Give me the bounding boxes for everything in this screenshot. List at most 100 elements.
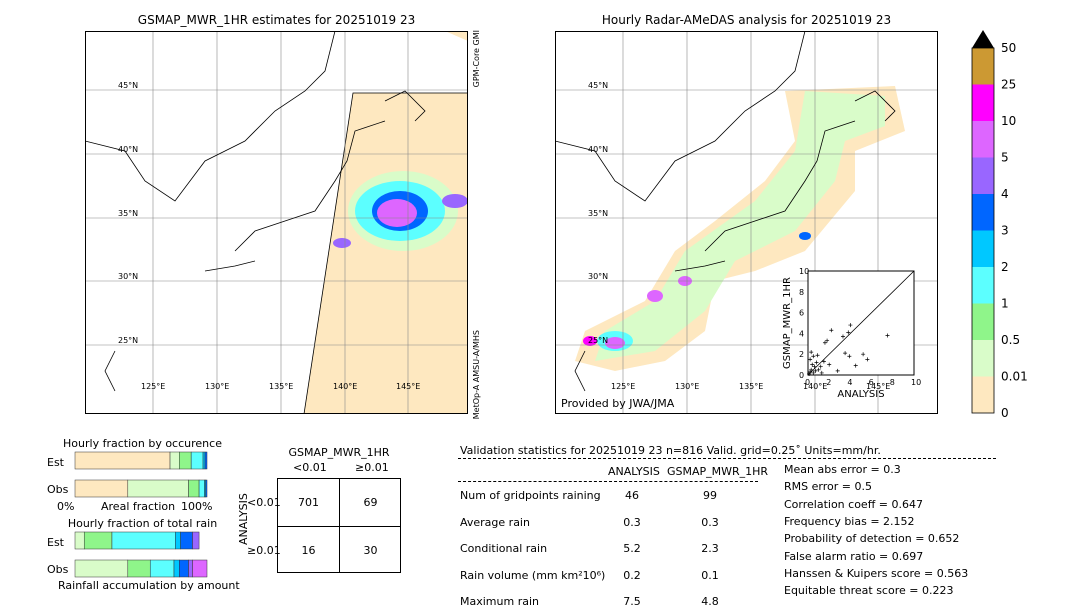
contingency-title: GSMAP_MWR_1HR xyxy=(288,446,390,459)
scatter-point xyxy=(811,354,816,359)
scatter-point xyxy=(815,353,820,358)
colorbar-segment xyxy=(972,267,994,304)
colorbar-segment xyxy=(972,121,994,158)
scatter-point xyxy=(822,340,827,345)
col-header-ge: ≥0.01 xyxy=(355,461,389,474)
occ-xlabel: Areal fraction xyxy=(101,500,176,513)
lon-label: 145°E xyxy=(396,382,420,391)
stat-label: Num of gridpoints raining xyxy=(460,489,601,502)
scatter-point xyxy=(829,328,834,333)
cell-hit-none: 701 xyxy=(298,496,319,509)
rain-est-label: Est xyxy=(47,536,64,549)
rain-obs-segment xyxy=(179,559,189,578)
scatter-inset: 00 2 2 4 4 6 6 8 8 10 10 ANALYSIS GSMAP_MWR_1HR xyxy=(782,267,921,400)
x-tick: 8 xyxy=(890,378,895,387)
stat-a: 7.5 xyxy=(623,595,641,608)
occ-obs-segment xyxy=(188,479,200,498)
y-tick: 8 xyxy=(799,288,804,297)
rain-est-segment xyxy=(111,531,176,550)
score: Equitable threat score = 0.223 xyxy=(784,584,954,598)
occurrence-title: Hourly fraction by occurence xyxy=(63,437,222,450)
colorbar-tick: 3 xyxy=(1001,224,1009,238)
sensor-bottom-label: MetOp-A AMSU-A/MHS xyxy=(472,330,481,420)
colorbar-segment xyxy=(972,48,994,85)
scatter-point xyxy=(811,370,816,375)
cell-false-alarm: 69 xyxy=(363,496,378,509)
scatter-point xyxy=(807,371,812,376)
stat-label: Maximum rain xyxy=(460,595,539,608)
stat-g: 2.3 xyxy=(701,542,719,555)
scatter-point xyxy=(847,354,852,359)
lat-label: 45°N xyxy=(118,81,138,90)
y-tick: 0 xyxy=(799,371,804,380)
right-rain-cells xyxy=(583,232,811,351)
scatter-point xyxy=(813,368,818,373)
rain-xlabel: Rainfall accumulation by amount xyxy=(58,579,240,592)
colorbar-tick: 0.5 xyxy=(1001,333,1020,347)
colorbar-tick: 50 xyxy=(1001,41,1016,55)
score: Probability of detection = 0.652 xyxy=(784,532,960,546)
stat-g: 4.8 xyxy=(701,595,719,608)
score: Hanssen & Kuipers score = 0.563 xyxy=(784,566,969,580)
colorbar-segment xyxy=(972,340,994,377)
right-map-title: Hourly Radar-AMeDAS analysis for 2025101… xyxy=(601,13,892,27)
occ-obs-segment xyxy=(198,479,205,498)
rain-obs-segment xyxy=(173,559,180,578)
rain-obs-segment xyxy=(192,559,208,578)
colorbar-frame xyxy=(971,47,995,414)
cell-hit: 30 xyxy=(363,544,378,557)
credit-text: Provided by JWA/JMA xyxy=(561,397,675,410)
colorbar-tick: 10 xyxy=(1001,114,1016,128)
rain-est-segment xyxy=(192,531,200,550)
scatter-point xyxy=(846,330,851,335)
occ-est-segment xyxy=(74,451,171,470)
occ-est-label: Est xyxy=(47,456,64,469)
x-tick: 2 xyxy=(826,378,831,387)
y-tick: 10 xyxy=(799,267,809,276)
col-analysis: ANALYSIS xyxy=(608,465,660,478)
coastline xyxy=(85,31,426,392)
sensor-top-label: GPM-Core GMI xyxy=(472,30,481,88)
lon-label: 135°E xyxy=(269,382,293,391)
scatter-point xyxy=(848,323,853,328)
rain-obs-segment xyxy=(74,559,129,578)
col-gsmap: GSMAP_MWR_1HR xyxy=(667,465,769,478)
scatter-point xyxy=(835,368,840,373)
scatter-point xyxy=(814,360,819,365)
colorbar-tick: 5 xyxy=(1001,151,1009,165)
scatter-point xyxy=(853,363,858,368)
scatter-point xyxy=(840,334,845,339)
scatter-point xyxy=(825,338,830,343)
colorbar-segment xyxy=(972,303,994,340)
diagonal-line xyxy=(807,270,915,376)
score: Frequency bias = 2.152 xyxy=(784,514,915,528)
lon-label: 125°E xyxy=(611,382,635,391)
row-header-ge: ≥0.01 xyxy=(247,544,281,557)
occ-est-segment xyxy=(179,451,192,470)
lat-label: 25°N xyxy=(118,336,138,345)
scatter-point xyxy=(808,357,813,362)
lon-label: 140°E xyxy=(333,382,357,391)
lon-label: 130°E xyxy=(205,382,229,391)
fraction-bars xyxy=(74,451,208,578)
colorbar-segment xyxy=(972,376,994,413)
stat-g: 0.3 xyxy=(701,515,719,529)
rain-est-segment xyxy=(180,531,193,550)
colorbar-segment xyxy=(972,194,994,231)
y-tick: 2 xyxy=(799,350,804,359)
lat-label: 45°N xyxy=(588,81,608,90)
occ-est-segment xyxy=(190,451,204,470)
rain-obs-segment xyxy=(149,559,175,578)
scatter-point xyxy=(816,367,821,372)
rain-obs-label: Obs xyxy=(47,563,69,576)
stat-g: 99 xyxy=(703,489,717,502)
rain-est-segment xyxy=(175,531,181,550)
lon-label: 130°E xyxy=(675,382,699,391)
map-frame xyxy=(555,31,938,414)
colorbar-tick: 25 xyxy=(1001,78,1016,92)
occ-obs-segment xyxy=(74,479,129,498)
x-tick: 10 xyxy=(911,378,921,387)
scatter-ylabel: GSMAP_MWR_1HR xyxy=(782,277,793,369)
colorbar: 0 0.01 0.5 1 2 3 4 5 10 25 50 xyxy=(971,30,1028,420)
